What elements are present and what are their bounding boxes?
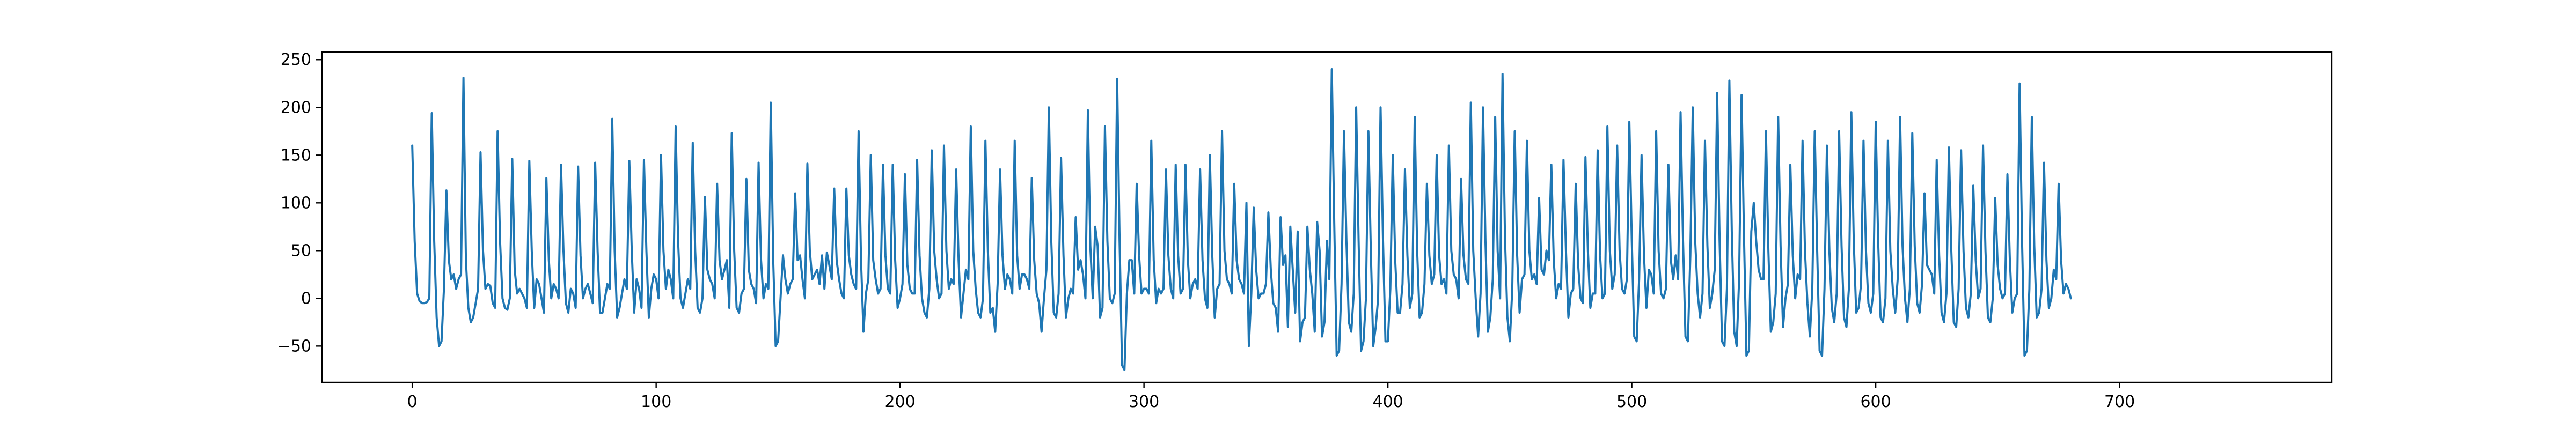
series-line — [411, 68, 2072, 371]
x-tick-label: 300 — [1129, 393, 1159, 411]
x-axis: 0 100 200 300 400 500 600 700 — [407, 382, 2135, 411]
x-tick-label: 0 — [407, 393, 418, 411]
y-tick-label: 50 — [291, 241, 311, 260]
plot-area — [411, 68, 2072, 371]
x-tick-label: 600 — [1860, 393, 1891, 411]
y-tick-label: 100 — [281, 194, 311, 212]
y-axis: −50 0 50 100 150 200 250 — [277, 50, 322, 356]
y-tick-label: 200 — [281, 98, 311, 117]
axes-frame — [321, 51, 2333, 383]
x-tick-label: 400 — [1372, 393, 1403, 411]
x-tick-label: 700 — [2104, 393, 2135, 411]
x-tick-label: 500 — [1616, 393, 1647, 411]
x-tick-label: 200 — [885, 393, 916, 411]
y-tick-label: 150 — [281, 146, 311, 165]
x-tick-label: 100 — [641, 393, 671, 411]
y-tick-label: 0 — [301, 289, 311, 308]
y-tick-label: 250 — [281, 50, 311, 69]
y-tick-label: −50 — [277, 337, 311, 356]
